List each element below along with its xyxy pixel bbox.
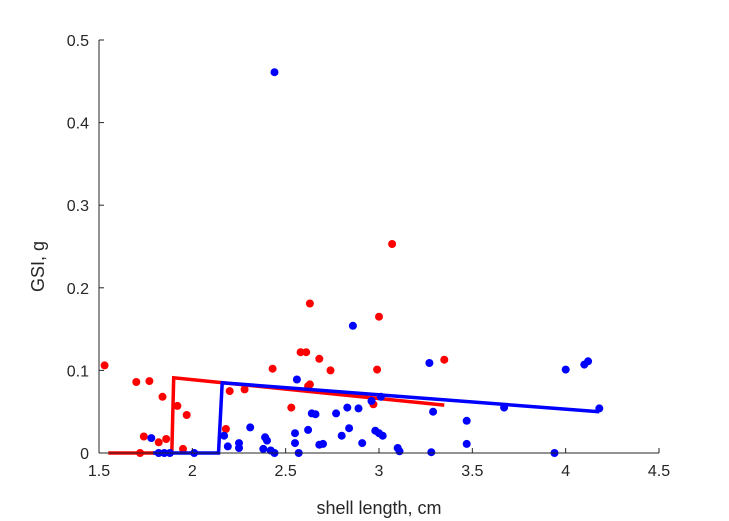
axes: 1.5 2 2.5 3 3.5 4 4.5 0 0.1 0.2 0.3 0.4 0.5	[67, 33, 670, 480]
blue-data-point	[462, 416, 471, 425]
red-data-point	[315, 354, 324, 363]
red-data-point	[139, 432, 148, 441]
red-data-point	[305, 380, 314, 389]
red-data-point	[375, 312, 383, 321]
blue-data-point	[343, 403, 352, 412]
red-data-point	[305, 299, 314, 308]
blue-data-point	[311, 410, 320, 419]
red-data-point	[296, 348, 305, 357]
blue-data-point	[235, 444, 243, 452]
blue-data-point	[337, 431, 346, 440]
blue-data-point	[319, 439, 327, 448]
red-data-point	[162, 435, 171, 443]
red-data-point	[173, 401, 182, 410]
blue-data-point	[427, 448, 436, 457]
y-tick-label: 0.3	[67, 198, 89, 215]
red-data-point	[182, 411, 191, 419]
blue-data-point	[304, 425, 313, 434]
red-data-point	[145, 377, 154, 386]
red-data-point	[179, 444, 187, 453]
y-tick-label: 0.4	[67, 116, 89, 133]
red-data-point	[388, 240, 397, 248]
y-axis-label: GSI, g	[28, 241, 48, 292]
blue-data-point	[395, 447, 404, 456]
y-tick-label: 0.2	[67, 281, 89, 298]
red-data-point	[326, 366, 335, 375]
blue-data-point	[425, 359, 434, 367]
blue-data-point	[354, 404, 363, 413]
y-tick-label: 0	[80, 446, 89, 463]
blue-data-point	[378, 431, 387, 440]
red-data-point	[100, 361, 109, 370]
red-data-point	[440, 355, 449, 364]
x-tick-label: 4.5	[648, 463, 670, 480]
blue-data-point	[584, 357, 593, 366]
blue-data-point	[263, 436, 271, 445]
red-data-point	[373, 365, 382, 374]
red-data-point	[302, 348, 311, 357]
red-data-point	[225, 387, 234, 396]
blue-data-point	[358, 439, 367, 448]
x-tick-label: 2	[188, 463, 197, 480]
blue-data-point	[147, 434, 156, 443]
blue-data-point	[220, 431, 229, 440]
blue-data-point	[223, 442, 232, 451]
y-tick-label: 0.5	[67, 33, 89, 50]
red-data-point	[221, 425, 230, 433]
blue-data-point	[462, 439, 471, 448]
x-tick-label: 1.5	[88, 463, 110, 480]
blue-data-point	[345, 424, 354, 433]
red-data-point	[132, 378, 141, 386]
blue-data-point	[291, 429, 299, 438]
red-data-point	[158, 392, 167, 401]
plot-area	[100, 68, 604, 457]
x-tick-label: 2.5	[275, 463, 297, 480]
blue-data-point	[270, 68, 279, 77]
y-tick-label: 0.1	[67, 363, 89, 380]
blue-data-point	[292, 375, 301, 384]
x-tick-label: 4	[561, 463, 570, 480]
x-tick-label: 3	[375, 463, 384, 480]
blue-data-point	[246, 423, 255, 432]
blue-data-point	[348, 321, 357, 330]
red-data-point	[287, 403, 296, 412]
red-data-point	[240, 385, 249, 394]
blue-data-point	[291, 439, 299, 448]
blue-data-point	[259, 444, 268, 453]
x-tick-label: 3.5	[461, 463, 483, 480]
blue-data-point	[561, 365, 570, 374]
blue-data-point	[367, 397, 376, 405]
blue-data-point	[429, 407, 438, 416]
blue-data-point	[332, 409, 341, 418]
red-data-point	[268, 364, 277, 373]
x-axis-label: shell length, cm	[316, 498, 441, 518]
red-data-point	[154, 438, 163, 447]
